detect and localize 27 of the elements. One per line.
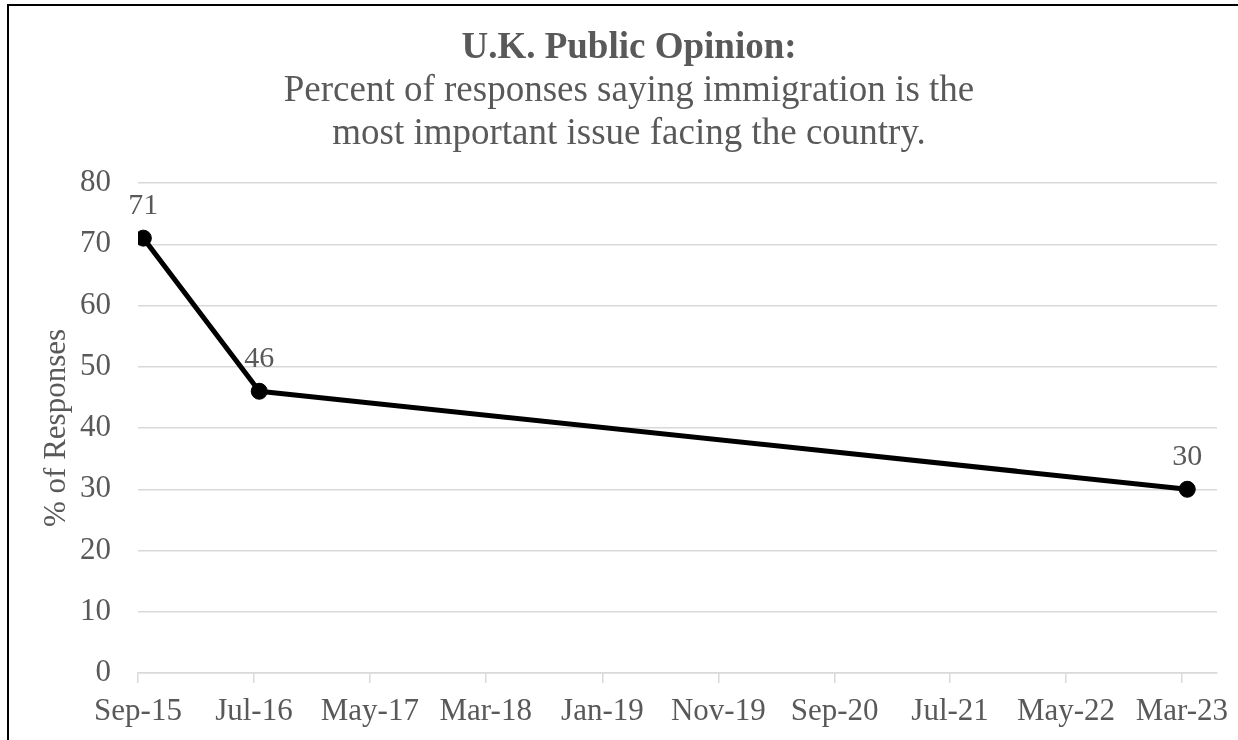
data-label: 71 bbox=[128, 187, 159, 221]
x-tick-label: Mar-23 bbox=[1135, 691, 1229, 727]
x-tick-label: Jul-21 bbox=[911, 691, 989, 727]
data-label: 30 bbox=[1172, 438, 1203, 472]
chart-subtitle: Percent of responses saying immigration is the most important issue facing the country. bbox=[282, 67, 976, 153]
data-label: 46 bbox=[244, 340, 275, 374]
point bbox=[1178, 480, 1196, 498]
point bbox=[250, 382, 268, 400]
y-tick-label: 40 bbox=[80, 408, 111, 444]
x-tick-label: Jan-19 bbox=[561, 691, 644, 727]
x-tick-label: Sep-15 bbox=[94, 691, 182, 727]
x-tick-label: Sep-20 bbox=[790, 691, 879, 727]
y-tick-label: 50 bbox=[80, 346, 111, 382]
x-tick-label: Nov-19 bbox=[670, 691, 766, 727]
x-tick-label: Jul-16 bbox=[215, 691, 293, 727]
y-tick-label: 60 bbox=[80, 285, 111, 321]
y-tick-label: 70 bbox=[80, 224, 111, 260]
y-tick-label: 30 bbox=[80, 469, 111, 505]
y-tick-label: 10 bbox=[80, 591, 111, 627]
y-tick-label: 80 bbox=[80, 163, 111, 199]
chart-title: U.K. Public Opinion: bbox=[460, 24, 798, 67]
x-tick-label: Mar-18 bbox=[439, 691, 532, 727]
y-tick-label: 20 bbox=[80, 530, 111, 566]
x-tick-label: May-22 bbox=[1016, 691, 1116, 727]
x-tick-label: May-17 bbox=[320, 691, 419, 727]
y-tick-label: 0 bbox=[95, 653, 111, 689]
y-axis-title: % of Responses bbox=[36, 328, 72, 528]
